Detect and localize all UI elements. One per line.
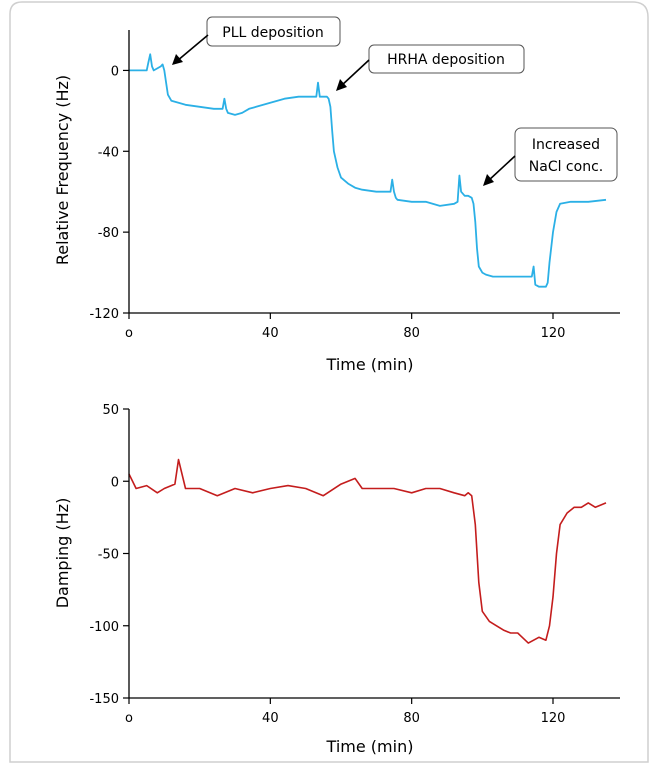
frequency-x-tick-label: 80 xyxy=(403,326,420,341)
frequency-y-tick-label: 0 xyxy=(111,64,119,79)
frequency-y-tick-label: -80 xyxy=(98,226,119,241)
frequency-y-tick-label: -120 xyxy=(89,307,119,322)
damping-y-tick-label: -150 xyxy=(89,692,119,707)
damping-x-tick-label: o xyxy=(125,711,133,726)
damping-x-tick-label: 40 xyxy=(262,711,279,726)
annotation-hrha: HRHA deposition xyxy=(336,44,525,91)
damping-y-tick-label: 0 xyxy=(111,475,119,490)
damping-y-tick-label: 50 xyxy=(102,403,119,418)
frequency-y-tick-label: -40 xyxy=(98,145,119,160)
frequency-chart: o 40 80 120 0 -40 -80 -120 Time (min) Relative … xyxy=(53,16,620,374)
frequency-x-tick-label: 120 xyxy=(541,326,566,341)
annotation-hrha-text: HRHA deposition xyxy=(387,52,505,68)
annotation-pll-text: PLL deposition xyxy=(222,25,323,41)
annotation-nacl-arrowhead xyxy=(483,174,494,186)
damping-ticks: o 40 80 120 50 0 -50 -100 -150 xyxy=(89,403,565,726)
damping-x-tick-label: 120 xyxy=(541,711,566,726)
annotation-pll: PLL deposition xyxy=(172,16,341,65)
damping-y-tick-label: -50 xyxy=(98,548,119,563)
annotation-pll-arrowhead xyxy=(172,54,183,65)
frequency-ticks: o 40 80 120 0 -40 -80 -120 xyxy=(89,64,565,341)
annotation-nacl-line1: Increased xyxy=(532,137,600,153)
frequency-series-line xyxy=(129,53,607,288)
frequency-y-axis-label: Relative Frequency (Hz) xyxy=(53,75,72,265)
damping-x-axis-label: Time (min) xyxy=(326,737,414,756)
damping-y-tick-label: -100 xyxy=(89,620,119,635)
figure-frame xyxy=(9,1,649,763)
annotation-nacl-line2: NaCl conc. xyxy=(529,159,603,175)
frequency-x-tick-label: o xyxy=(125,326,133,341)
damping-x-tick-label: 80 xyxy=(403,711,420,726)
frequency-x-tick-label: 40 xyxy=(262,326,279,341)
annotation-nacl: Increased NaCl conc. xyxy=(483,127,618,186)
damping-y-axis-label: Damping (Hz) xyxy=(53,498,72,609)
frequency-x-axis-label: Time (min) xyxy=(326,355,414,374)
damping-series-line xyxy=(128,458,607,644)
damping-chart: o 40 80 120 50 0 -50 -100 -150 Time (min) Dampin… xyxy=(53,403,620,756)
annotation-hrha-arrowhead xyxy=(336,79,347,91)
